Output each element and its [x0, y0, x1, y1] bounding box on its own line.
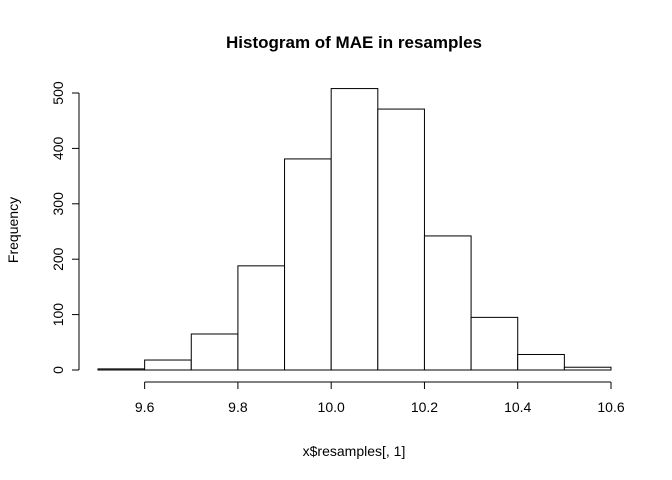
histogram-bar [517, 353, 565, 371]
y-tick-label: 500 [50, 81, 66, 105]
x-tick-label: 10.6 [597, 399, 624, 415]
histogram-bar [470, 316, 519, 371]
histogram-bar [144, 359, 192, 371]
histogram-bar [97, 368, 146, 371]
x-tick-label: 10.2 [411, 399, 438, 415]
histogram-bar [284, 158, 332, 371]
y-axis: 0 100 200 300 400 500 [50, 81, 80, 374]
histogram-bar [423, 235, 472, 371]
x-tick-label: 9.6 [135, 399, 155, 415]
x-axis-label: x$resamples[, 1] [303, 443, 406, 459]
y-tick-label: 100 [50, 303, 66, 327]
histogram-bar [377, 108, 425, 371]
y-axis-label: Frequency [5, 197, 21, 263]
histogram-bar [330, 88, 379, 371]
x-tick-label: 10.4 [504, 399, 531, 415]
bars-group [97, 88, 612, 371]
histogram-bar [563, 366, 612, 371]
chart-title: Histogram of MAE in resamples [226, 33, 482, 52]
histogram-bar [237, 265, 286, 371]
x-axis: 9.6 9.8 10.0 10.2 10.4 10.6 [135, 381, 625, 415]
y-tick-label: 300 [50, 192, 66, 216]
y-tick-label: 400 [50, 137, 66, 161]
y-tick-label: 0 [50, 366, 66, 374]
x-tick-label: 9.8 [228, 399, 248, 415]
histogram-bar [190, 333, 239, 371]
x-tick-label: 10.0 [318, 399, 345, 415]
y-tick-label: 200 [50, 247, 66, 271]
